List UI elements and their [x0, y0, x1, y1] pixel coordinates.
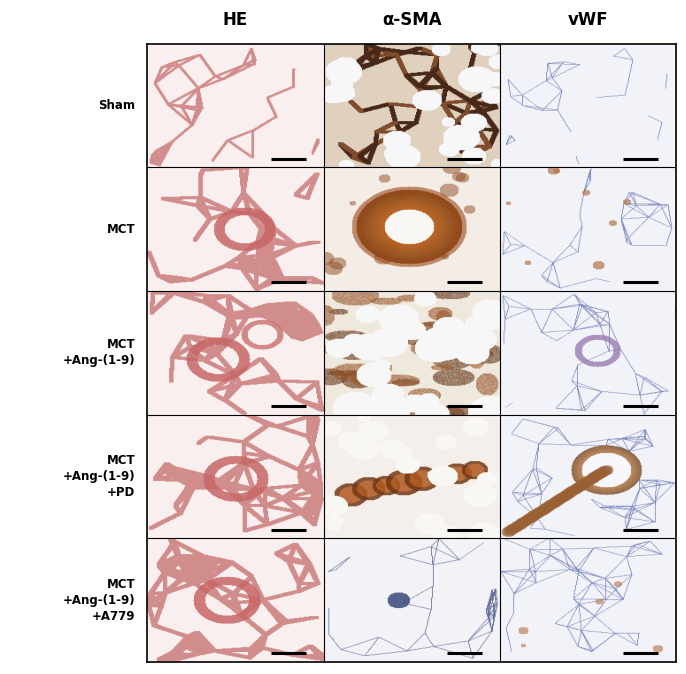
Text: MCT
+Ang-(1-9)
+A779: MCT +Ang-(1-9) +A779: [62, 578, 135, 623]
Text: HE: HE: [223, 11, 248, 29]
Text: vWF: vWF: [567, 11, 608, 29]
Text: MCT
+Ang-(1-9)
+PD: MCT +Ang-(1-9) +PD: [62, 454, 135, 499]
Text: MCT: MCT: [106, 222, 135, 236]
Text: MCT
+Ang-(1-9): MCT +Ang-(1-9): [62, 338, 135, 367]
Text: α-SMA: α-SMA: [382, 11, 441, 29]
Text: Sham: Sham: [98, 99, 135, 112]
